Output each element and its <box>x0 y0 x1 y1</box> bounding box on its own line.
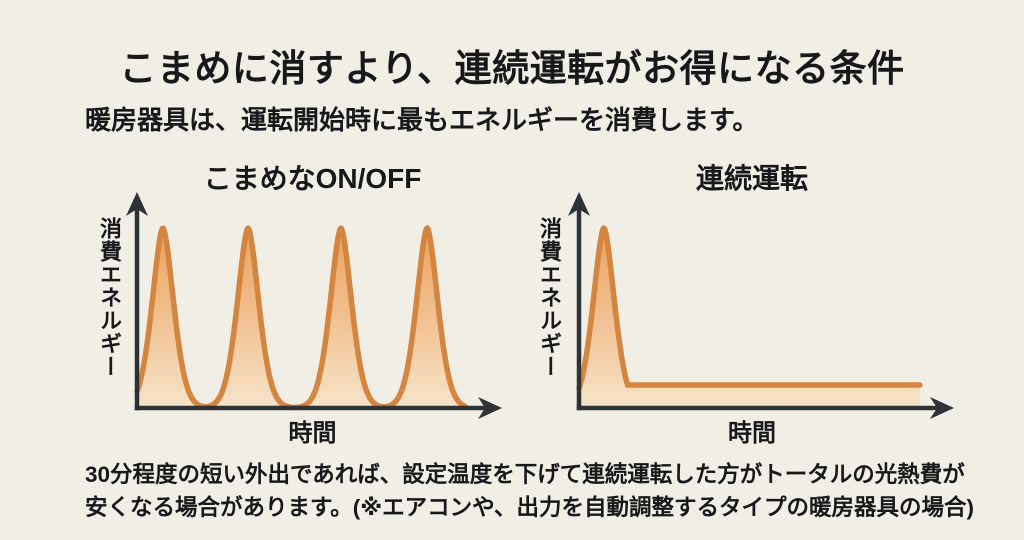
chart-continuous-title: 連続運転 <box>695 163 808 194</box>
footnote-line-2: 安くなる場合があります。(※エアコンや、出力を自動調整するタイプの暖房器具の場合… <box>85 495 974 520</box>
chart-on-off-title: こまめなON/OFF <box>203 163 422 194</box>
chart-continuous-y-axis-label: 消費エネルギー <box>537 217 562 378</box>
x-axis-arrow-icon <box>930 397 954 419</box>
chart-on-off-x-axis-label: 時間 <box>288 420 337 447</box>
page-subtitle: 暖房器具は、運転開始時に最もエネルギーを消費します。 <box>85 105 759 135</box>
chart-on-off-y-axis-label: 消費エネルギー <box>97 217 122 378</box>
curve-fill <box>579 228 920 408</box>
curve-fill <box>137 228 465 408</box>
page-title: こまめに消すより、連続運転がお得になる条件 <box>119 48 905 89</box>
chart-continuous-plot <box>568 192 954 419</box>
chart-continuous-x-axis-label: 時間 <box>728 420 776 447</box>
x-axis-arrow-icon <box>478 397 502 419</box>
footnote-line-1: 30分程度の短い外出であれば、設定温度を下げて連続運転した方がトータルの光熱費が <box>85 462 965 487</box>
y-axis-arrow-icon <box>126 192 148 216</box>
y-axis-arrow-icon <box>568 192 590 216</box>
curve-line <box>576 225 923 392</box>
footnote: 30分程度の短い外出であれば、設定温度を下げて連続運転した方がトータルの光熱費が… <box>85 458 974 524</box>
chart-on-off-plot <box>126 192 502 419</box>
